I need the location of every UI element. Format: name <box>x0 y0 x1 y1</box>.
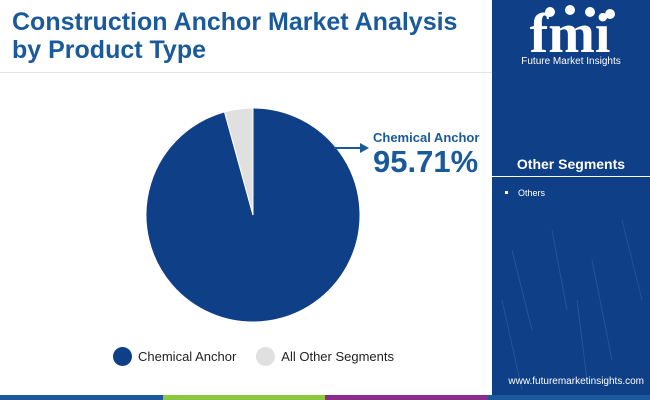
legend-label: All Other Segments <box>281 349 394 364</box>
callout-label: Chemical Anchor <box>373 130 480 145</box>
legend-item-chemical-anchor: Chemical Anchor <box>113 347 236 366</box>
footer-stripe-segment <box>325 395 488 400</box>
fmi-logo-icon: fmi <box>530 3 615 65</box>
panel-heading: Other Segments <box>516 156 626 172</box>
callout-arrow <box>334 143 369 153</box>
pie-slice-all-other-segments <box>223 107 254 216</box>
website-link[interactable]: www.futuremarketinsights.com <box>508 376 644 387</box>
segment-list: Others <box>504 187 545 199</box>
legend-swatch <box>113 347 132 366</box>
list-item: Others <box>504 187 545 199</box>
footer-stripe-segment <box>0 395 163 400</box>
chart-title: Construction Anchor Market Analysis by P… <box>12 8 458 64</box>
panel-divider <box>492 176 650 177</box>
callout-value: 95.71% <box>373 144 479 179</box>
legend-label: Chemical Anchor <box>138 349 237 364</box>
footer-stripe <box>0 395 650 400</box>
logo-subtitle: Future Market Insights <box>521 56 621 67</box>
brand-logo: fmi Future Market Insights <box>510 2 630 74</box>
panel-texture <box>501 219 643 391</box>
footer-stripe-segment <box>487 395 650 400</box>
legend-item-other-segments: All Other Segments <box>256 347 394 366</box>
footer-stripe-segment <box>162 395 325 400</box>
side-panel: fmi Future Market Insights Other Segment… <box>492 0 650 400</box>
title-divider <box>0 72 492 73</box>
pie-chart-svg <box>145 107 369 323</box>
chart-legend: Chemical Anchor All Other Segments <box>113 347 414 366</box>
legend-swatch <box>256 347 276 366</box>
pie-chart <box>0 74 492 394</box>
